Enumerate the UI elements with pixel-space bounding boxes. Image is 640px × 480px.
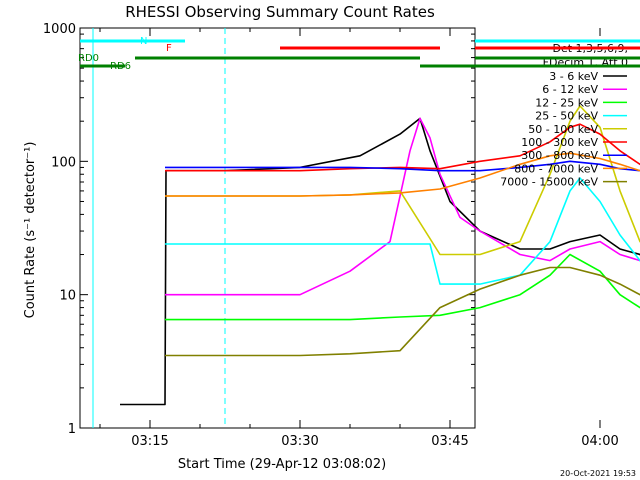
x-tick-label: 03:30 <box>281 434 318 449</box>
series-line-25-50kev <box>165 177 640 285</box>
y-tick-label: 1 <box>68 422 76 437</box>
series-line-100-300kev <box>165 123 640 172</box>
series-line-800-7000kev <box>165 152 640 197</box>
legend-label: 100 - 300 keV <box>521 136 598 149</box>
legend-label: 800 - 7000 keV <box>514 162 598 175</box>
legend-label: 300 - 800 keV <box>521 149 598 162</box>
y-tick-label: 1000 <box>43 22 76 37</box>
legend-label: 3 - 6 keV <box>549 70 598 83</box>
y-tick-label: 100 <box>51 155 76 170</box>
legend-label: 25 - 50 keV <box>535 110 598 123</box>
plot-area: 110100100003:1503:3003:4504:0004:1504:30… <box>43 22 640 449</box>
x-tick-label: 04:00 <box>581 434 618 449</box>
series-line-50-100kev <box>165 105 640 256</box>
legend-label: 7000 - 15000 keV <box>500 176 598 189</box>
flag-label-f: F <box>166 43 172 54</box>
series-line-7000-15000kev <box>165 266 640 357</box>
chart-title: RHESSI Observing Summary Count Rates <box>125 3 435 21</box>
plot-frame <box>79 27 476 429</box>
x-tick-label: 03:15 <box>131 434 168 449</box>
series-line-3-6kev <box>120 117 640 406</box>
flag-label-rd6: RD6 <box>110 61 131 72</box>
legend-label: 50 - 100 keV <box>528 123 598 136</box>
x-tick-label: 03:45 <box>431 434 468 449</box>
flag-label-rd0: RD0 <box>78 53 99 64</box>
x-axis-label: Start Time (29-Apr-12 03:08:02) <box>178 457 386 472</box>
legend-label: 6 - 12 keV <box>542 83 598 96</box>
series-line-12-25kev <box>165 253 640 321</box>
y-tick-label: 10 <box>59 289 76 304</box>
flag-label-n: N <box>140 36 147 47</box>
legend-label: 12 - 25 keV <box>535 96 598 109</box>
series-line-6-12kev <box>165 117 640 296</box>
footer-timestamp: 20-Oct-2021 19:53 <box>560 469 636 478</box>
series-line-300-800kev <box>165 160 640 172</box>
y-axis-label: Count Rate (s⁻¹ detector⁻¹) <box>23 142 38 319</box>
